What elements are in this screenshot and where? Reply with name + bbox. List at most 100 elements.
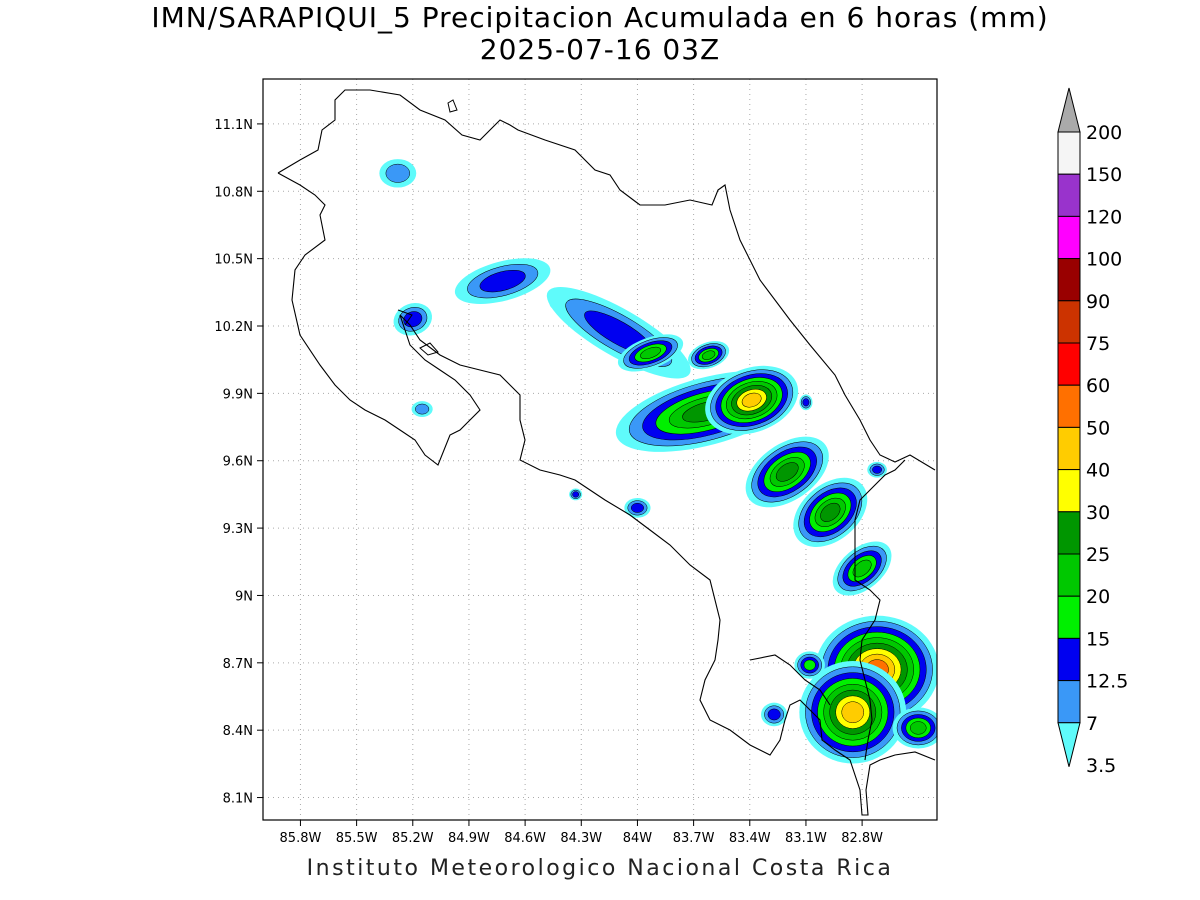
colorbar-level-label: 50 (1086, 417, 1110, 439)
lat-tick-label: 8.7N (223, 657, 253, 672)
colorbar-level-label: 120 (1086, 206, 1122, 228)
panama-border (854, 459, 906, 761)
precip-contour (701, 350, 716, 360)
colorbar-labels: 200 150 120 100 90 75 60 50 40 30 25 20 15 12.5 7 3.5 (1086, 122, 1128, 777)
precip-contour (741, 392, 762, 408)
lon-tick-label: 83.1W (785, 831, 827, 846)
colorbar-level-label: 100 (1086, 249, 1122, 271)
lat-tick-label: 9N (235, 589, 253, 604)
precip-cell (705, 365, 799, 435)
lat-tick-label: 10.8N (214, 185, 253, 200)
map-frame (262, 78, 938, 821)
precip-cell (799, 394, 813, 411)
lake-nicaragua-islet (447, 99, 458, 113)
colorbar-level-label: 15 (1086, 628, 1110, 650)
colorbar-bottom-triangle (1057, 722, 1081, 767)
lat-tick-label: 10.2N (214, 320, 253, 335)
colorbar-level-label: 30 (1086, 502, 1110, 524)
colorbar-box (1057, 131, 1081, 175)
colorbar-box (1057, 595, 1081, 639)
lon-tick-label: 84W (623, 831, 653, 846)
precip-contour (775, 462, 799, 482)
precip-cell (617, 334, 684, 372)
gulf-nicoya-island (419, 342, 439, 356)
lat-tick-label: 9.6N (223, 455, 253, 470)
lon-tick-label: 82.8W (841, 831, 883, 846)
lat-tick-label: 8.4N (223, 724, 253, 739)
lon-tick-label: 85.5W (336, 831, 378, 846)
nicoya-point (397, 309, 413, 326)
longitude-labels: 85.8W 85.5W 85.2W 84.9W 84.6W 84.3W 84W 83.7W 83… (280, 831, 884, 846)
lon-tick-label: 84.9W (448, 831, 490, 846)
lat-tick-label: 9.9N (223, 387, 253, 402)
colorbar-level-label: 20 (1086, 586, 1110, 608)
lat-tick-label: 9.3N (223, 522, 253, 537)
lon-tick-label: 85.2W (392, 831, 434, 846)
precip-cell (793, 477, 868, 547)
lat-tick-label: 10.5N (214, 253, 253, 268)
precip-cell (892, 707, 937, 749)
precip-cell (794, 651, 825, 679)
latitude-labels: 11.1N 10.8N 10.5N 10.2N 9.9N 9.6N 9.3N 9N 8.7N 8.… (214, 118, 253, 807)
colorbar-boxes (1057, 87, 1081, 767)
precipitation-field (379, 159, 937, 764)
colorbar-box (1057, 384, 1081, 428)
precip-contour (767, 708, 781, 721)
costa-rica-coastline (277, 89, 936, 471)
colorbar-top-triangle (1057, 87, 1081, 133)
colorbar-box (1057, 342, 1081, 386)
colorbar-box (1057, 511, 1081, 555)
precip-cell (867, 461, 887, 478)
colorbar-box (1057, 680, 1081, 724)
colorbar-box (1057, 173, 1081, 217)
precip-contour (803, 659, 816, 671)
axis-ticks (257, 123, 863, 826)
precip-cell (411, 401, 433, 417)
precip-contour (841, 701, 865, 724)
precip-cell (569, 488, 583, 501)
precip-cell (546, 286, 691, 379)
precip-cell (688, 341, 730, 370)
map-datetime: 2025-07-16 03Z (479, 33, 721, 66)
precip-contour (630, 502, 644, 513)
colorbar-level-label: 25 (1086, 544, 1110, 566)
colorbar-level-label: 60 (1086, 375, 1110, 397)
precip-contour (852, 559, 872, 578)
footer-credit: Instituto Meteorologico Nacional Costa R… (306, 856, 894, 881)
precip-cell (761, 702, 788, 727)
country-borders (277, 89, 936, 816)
precip-contour (820, 502, 841, 522)
lat-tick-label: 8.1N (223, 792, 253, 807)
colorbar-box (1057, 300, 1081, 344)
colorbar: 200 150 120 100 90 75 60 50 40 30 25 20 15 12.5 7 3.5 (1057, 87, 1128, 777)
colorbar-level-label: 7 (1086, 713, 1098, 735)
colorbar-box (1057, 426, 1081, 471)
precip-cell (454, 258, 551, 304)
colorbar-level-label: 12.5 (1086, 671, 1128, 693)
colorbar-level-label: 200 (1086, 122, 1122, 144)
lon-tick-label: 84.3W (560, 831, 602, 846)
precip-cell (745, 436, 829, 508)
colorbar-box (1057, 215, 1081, 260)
colorbar-box (1057, 637, 1081, 682)
precip-contour (385, 163, 410, 183)
precip-cell (393, 303, 433, 336)
precip-contour (802, 398, 810, 407)
precip-cell (832, 541, 892, 596)
precip-contour (640, 346, 661, 360)
colorbar-level-label: 75 (1086, 333, 1110, 355)
lon-tick-label: 83.7W (673, 831, 715, 846)
colorbar-level-label: 3.5 (1086, 755, 1116, 777)
osa-peninsula (749, 654, 831, 706)
lon-tick-label: 84.6W (504, 831, 546, 846)
colorbar-box (1057, 469, 1081, 513)
precip-cell (379, 159, 417, 188)
lat-tick-label: 11.1N (214, 118, 253, 133)
lon-tick-label: 83.4W (729, 831, 771, 846)
colorbar-level-label: 90 (1086, 291, 1110, 313)
precip-cell (624, 498, 651, 518)
colorbar-level-label: 40 (1086, 460, 1110, 482)
precip-contour (479, 269, 526, 293)
precip-contour (910, 721, 927, 735)
